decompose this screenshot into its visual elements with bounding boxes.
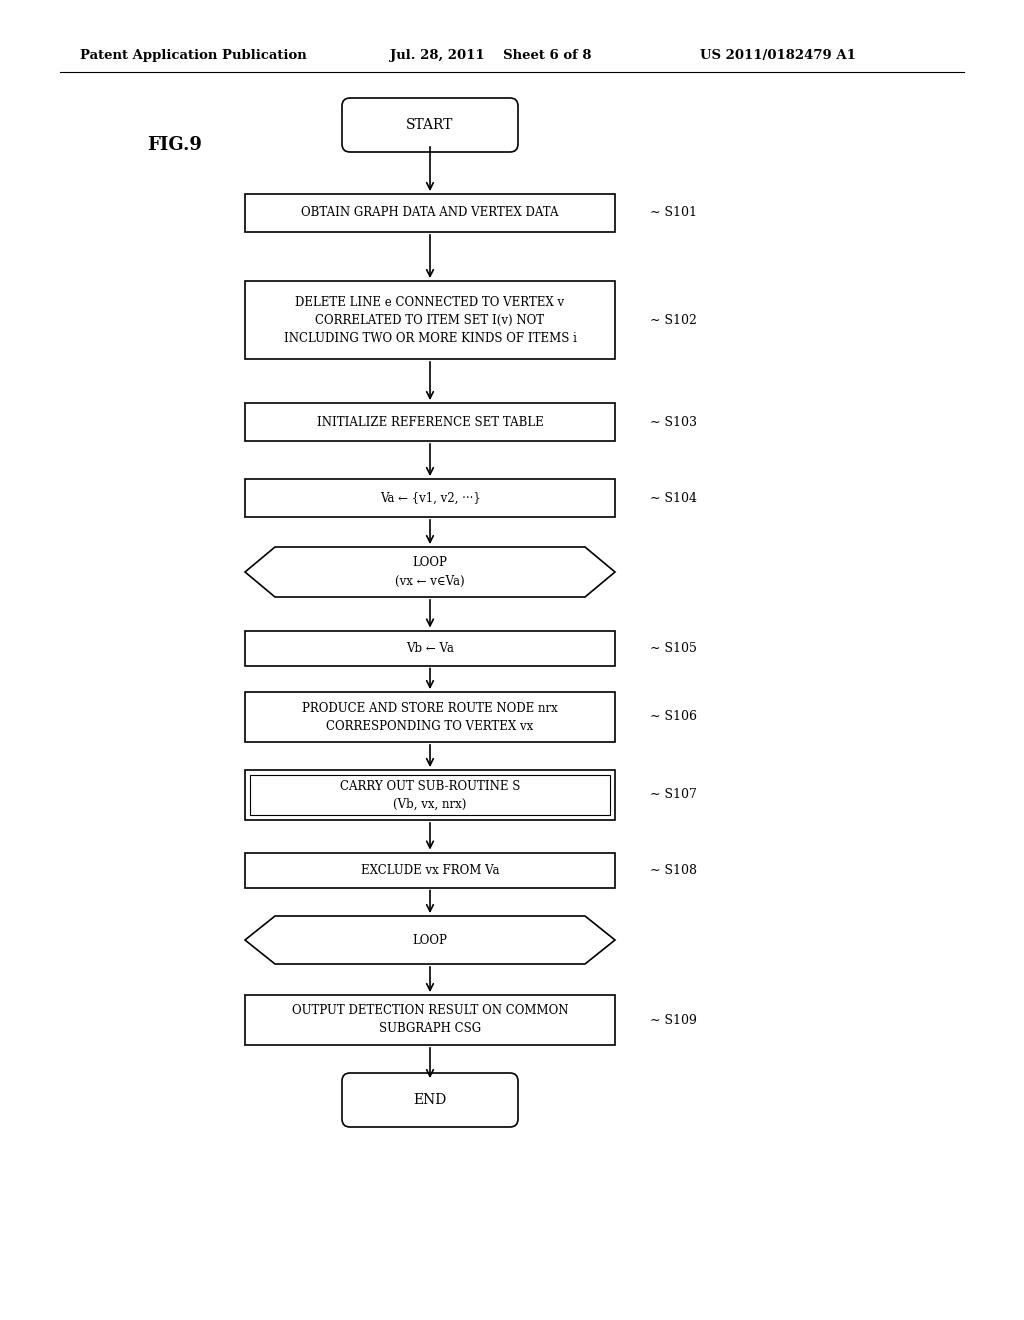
Text: Jul. 28, 2011    Sheet 6 of 8: Jul. 28, 2011 Sheet 6 of 8: [390, 49, 592, 62]
Text: FIG.9: FIG.9: [147, 136, 203, 154]
Text: LOOP
(vx ← v∈Va): LOOP (vx ← v∈Va): [395, 557, 465, 587]
Text: ∼ S103: ∼ S103: [650, 416, 697, 429]
Text: Vb ← Va: Vb ← Va: [407, 642, 454, 655]
Text: PRODUCE AND STORE ROUTE NODE nrx
CORRESPONDING TO VERTEX vx: PRODUCE AND STORE ROUTE NODE nrx CORRESP…: [302, 701, 558, 733]
Text: ∼ S107: ∼ S107: [650, 788, 697, 801]
Text: Patent Application Publication: Patent Application Publication: [80, 49, 307, 62]
Text: ∼ S101: ∼ S101: [650, 206, 697, 219]
Text: ∼ S105: ∼ S105: [650, 642, 697, 655]
Bar: [245, 692, 615, 742]
Text: LOOP: LOOP: [413, 933, 447, 946]
Text: ∼ S109: ∼ S109: [650, 1014, 697, 1027]
Polygon shape: [245, 546, 615, 597]
Bar: [245, 194, 615, 232]
Bar: [245, 995, 615, 1045]
Text: ∼ S102: ∼ S102: [650, 314, 697, 326]
Text: CARRY OUT SUB-ROUTINE S
(Vb, vx, nrx): CARRY OUT SUB-ROUTINE S (Vb, vx, nrx): [340, 780, 520, 810]
Text: ∼ S106: ∼ S106: [650, 710, 697, 723]
Text: DELETE LINE e CONNECTED TO VERTEX v
CORRELATED TO ITEM SET I(v) NOT
INCLUDING TW: DELETE LINE e CONNECTED TO VERTEX v CORR…: [284, 296, 577, 345]
Bar: [250, 775, 610, 814]
Text: END: END: [414, 1093, 446, 1107]
Text: ∼ S104: ∼ S104: [650, 491, 697, 504]
FancyBboxPatch shape: [342, 98, 518, 152]
Text: OUTPUT DETECTION RESULT ON COMMON
SUBGRAPH CSG: OUTPUT DETECTION RESULT ON COMMON SUBGRA…: [292, 1005, 568, 1035]
Text: EXCLUDE vx FROM Va: EXCLUDE vx FROM Va: [360, 863, 500, 876]
Bar: [245, 770, 615, 820]
Bar: [245, 403, 615, 441]
Text: START: START: [407, 117, 454, 132]
Bar: [245, 479, 615, 517]
Text: Va ← {v1, v2, ···}: Va ← {v1, v2, ···}: [380, 491, 480, 504]
Bar: [245, 631, 615, 665]
Text: ∼ S108: ∼ S108: [650, 863, 697, 876]
FancyBboxPatch shape: [342, 1073, 518, 1127]
Text: INITIALIZE REFERENCE SET TABLE: INITIALIZE REFERENCE SET TABLE: [316, 416, 544, 429]
Polygon shape: [245, 916, 615, 964]
Text: OBTAIN GRAPH DATA AND VERTEX DATA: OBTAIN GRAPH DATA AND VERTEX DATA: [301, 206, 559, 219]
Bar: [245, 853, 615, 887]
Bar: [245, 281, 615, 359]
Text: US 2011/0182479 A1: US 2011/0182479 A1: [700, 49, 856, 62]
